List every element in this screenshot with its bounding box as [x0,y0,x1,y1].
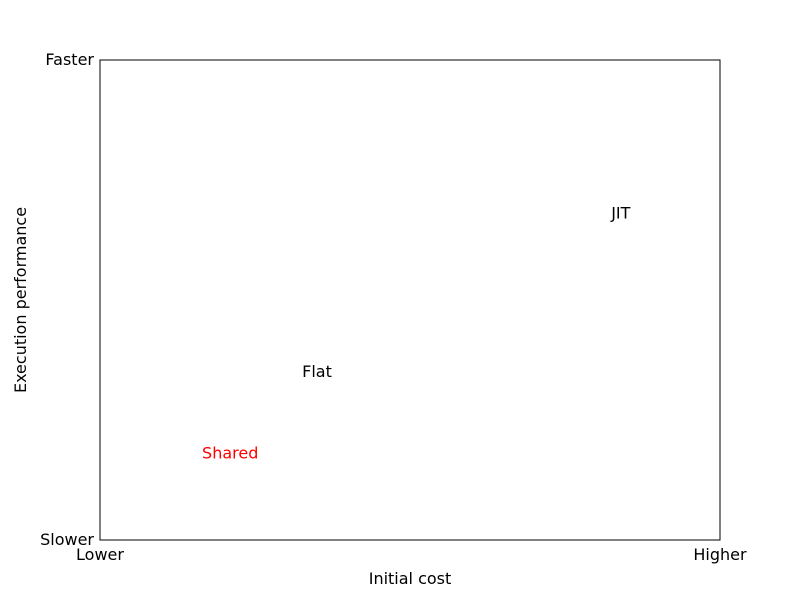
y-tick-label: Faster [45,50,94,69]
y-tick-label: Slower [40,530,94,549]
x-axis-label: Initial cost [369,569,452,588]
x-tick-label: Higher [693,545,747,564]
data-point-label: Shared [202,444,258,463]
data-point-label: JIT [610,204,630,223]
data-point-label: Flat [302,362,332,381]
y-axis-label: Execution performance [11,207,30,393]
plot-frame [99,59,721,541]
data-labels: JIT Flat Shared [202,204,631,463]
x-tick-label: Lower [76,545,124,564]
tick-labels: Lower Higher Slower Faster [40,50,747,564]
